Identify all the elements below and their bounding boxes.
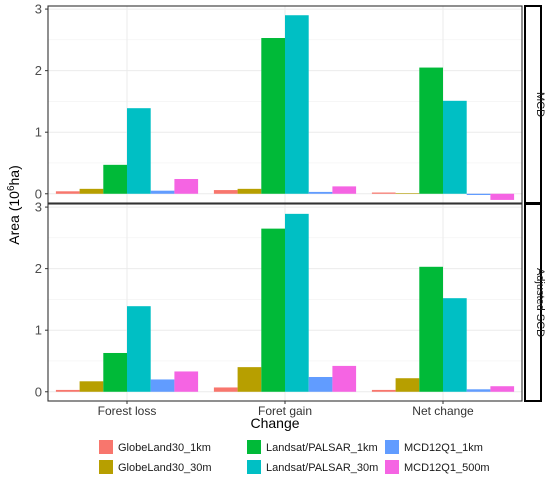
bar xyxy=(308,191,333,194)
x-axis-title: Change xyxy=(250,415,299,431)
legend-label: Landsat/PALSAR_30m xyxy=(266,462,378,474)
facet-strip-label: MCD xyxy=(534,92,546,117)
x-tick-labels: Forest loss Foret gain Net change xyxy=(98,401,474,418)
bar xyxy=(466,193,491,195)
legend-label: MCD12Q1_1km xyxy=(404,442,483,454)
legend-label: MCD12Q1_500m xyxy=(404,462,490,474)
bar xyxy=(174,371,199,392)
bar xyxy=(174,178,199,194)
facet-panel-0: 0 1 2 3 MCD xyxy=(35,2,546,204)
legend-swatch xyxy=(99,460,113,474)
bar xyxy=(443,100,467,194)
bar xyxy=(103,352,127,392)
y-tick-label: 2 xyxy=(35,261,42,276)
bar xyxy=(285,213,309,392)
bar xyxy=(466,389,491,392)
bar xyxy=(55,191,80,194)
bar xyxy=(55,389,80,392)
bar xyxy=(395,378,420,392)
bar xyxy=(261,38,285,194)
x-tick-label: Foret gain xyxy=(258,404,312,418)
facet-strip xyxy=(524,203,542,402)
bar xyxy=(79,381,104,392)
y-tick-label: 1 xyxy=(35,323,42,338)
y-axis-title-suffix: ha) xyxy=(6,165,22,185)
legend-swatch xyxy=(99,440,113,454)
bar xyxy=(103,164,127,194)
bar xyxy=(443,298,467,392)
bar xyxy=(332,186,357,194)
x-tick-label: Forest loss xyxy=(98,404,157,418)
y-tick-label: 0 xyxy=(35,186,42,201)
y-tick-label: 3 xyxy=(35,200,42,215)
bar xyxy=(213,387,238,392)
legend-swatch xyxy=(247,460,261,474)
bar xyxy=(150,190,175,194)
legend-label: GlobeLand30_1km xyxy=(118,442,211,454)
y-axis-title: Area (106ha) xyxy=(6,165,23,245)
legend-swatch xyxy=(385,460,399,474)
bar xyxy=(419,266,443,392)
bar xyxy=(332,365,357,392)
facet-panel-1: 0 1 2 3 Adjusted SCD xyxy=(35,200,546,402)
bar xyxy=(371,192,396,194)
bar xyxy=(395,193,420,194)
bar xyxy=(308,376,333,392)
y-axis-title-sup: 6 xyxy=(6,185,17,191)
bar xyxy=(127,108,151,194)
legend: GlobeLand30_1km GlobeLand30_30m Landsat/PA… xyxy=(99,440,490,474)
bar xyxy=(419,67,443,194)
y-tick-label: 2 xyxy=(35,63,42,78)
bar xyxy=(237,367,262,392)
bar xyxy=(237,188,262,194)
bar xyxy=(150,379,175,392)
legend-label: GlobeLand30_30m xyxy=(118,462,212,474)
y-tick-label: 1 xyxy=(35,125,42,140)
facets-layer: 0 1 2 3 MCD 0 1 2 3 Adjusted SCD xyxy=(35,2,546,402)
bar xyxy=(213,190,238,194)
bar xyxy=(79,188,104,194)
legend-swatch xyxy=(385,440,399,454)
y-axis-title-prefix: Area (10 xyxy=(6,191,22,245)
x-tick-label: Net change xyxy=(412,404,474,418)
panel-border xyxy=(47,5,523,204)
y-tick-label: 0 xyxy=(35,384,42,399)
facet-strip-label: Adjusted SCD xyxy=(534,268,546,337)
bar xyxy=(261,228,285,392)
y-tick-label: 3 xyxy=(35,2,42,17)
bar xyxy=(285,15,309,194)
bar xyxy=(490,386,515,392)
legend-label: Landsat/PALSAR_1km xyxy=(266,442,378,454)
bar xyxy=(371,389,396,392)
bar xyxy=(490,193,515,200)
bar xyxy=(127,306,151,392)
legend-swatch xyxy=(247,440,261,454)
